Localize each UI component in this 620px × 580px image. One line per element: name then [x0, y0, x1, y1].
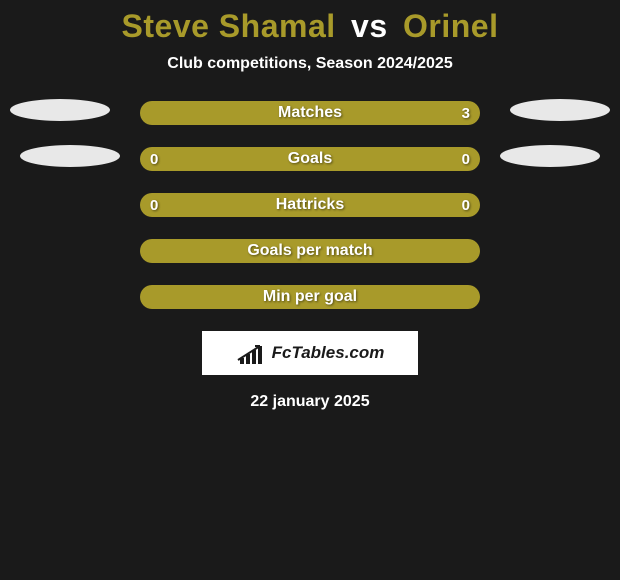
stat-row: Min per goal	[140, 285, 480, 309]
player1-name: Steve Shamal	[122, 8, 336, 44]
stats-area: Matches 3 0 Goals 0 0 Hattricks 0 Goals per matc…	[0, 101, 620, 309]
stat-row: 0 Goals 0	[140, 147, 480, 171]
stat-left-value: 0	[150, 151, 158, 168]
side-ellipse	[20, 145, 120, 167]
page-title: Steve Shamal vs Orinel	[122, 8, 499, 45]
stat-rows: Matches 3 0 Goals 0 0 Hattricks 0 Goals per matc…	[140, 101, 480, 309]
stat-label: Goals	[288, 150, 332, 168]
logo-text: FcTables.com	[272, 343, 385, 363]
stat-right-value: 0	[462, 197, 470, 214]
side-ellipse	[10, 99, 110, 121]
stat-label: Min per goal	[263, 288, 357, 306]
stat-left-value: 0	[150, 197, 158, 214]
stat-label: Goals per match	[247, 242, 372, 260]
snapshot-date: 22 january 2025	[250, 393, 369, 411]
comparison-card: Steve Shamal vs Orinel Club competitions…	[0, 0, 620, 411]
stat-label: Matches	[278, 104, 342, 122]
subtitle: Club competitions, Season 2024/2025	[167, 55, 452, 73]
stat-right-value: 0	[462, 151, 470, 168]
side-ellipse	[500, 145, 600, 167]
side-ellipse	[510, 99, 610, 121]
stat-row: Goals per match	[140, 239, 480, 263]
fctables-logo-icon	[236, 342, 266, 364]
stat-row: 0 Hattricks 0	[140, 193, 480, 217]
stat-right-value: 3	[462, 105, 470, 122]
stat-label: Hattricks	[276, 196, 344, 214]
logo-box: FcTables.com	[202, 331, 418, 375]
title-vs: vs	[351, 8, 388, 44]
stat-row: Matches 3	[140, 101, 480, 125]
player2-name: Orinel	[403, 8, 498, 44]
